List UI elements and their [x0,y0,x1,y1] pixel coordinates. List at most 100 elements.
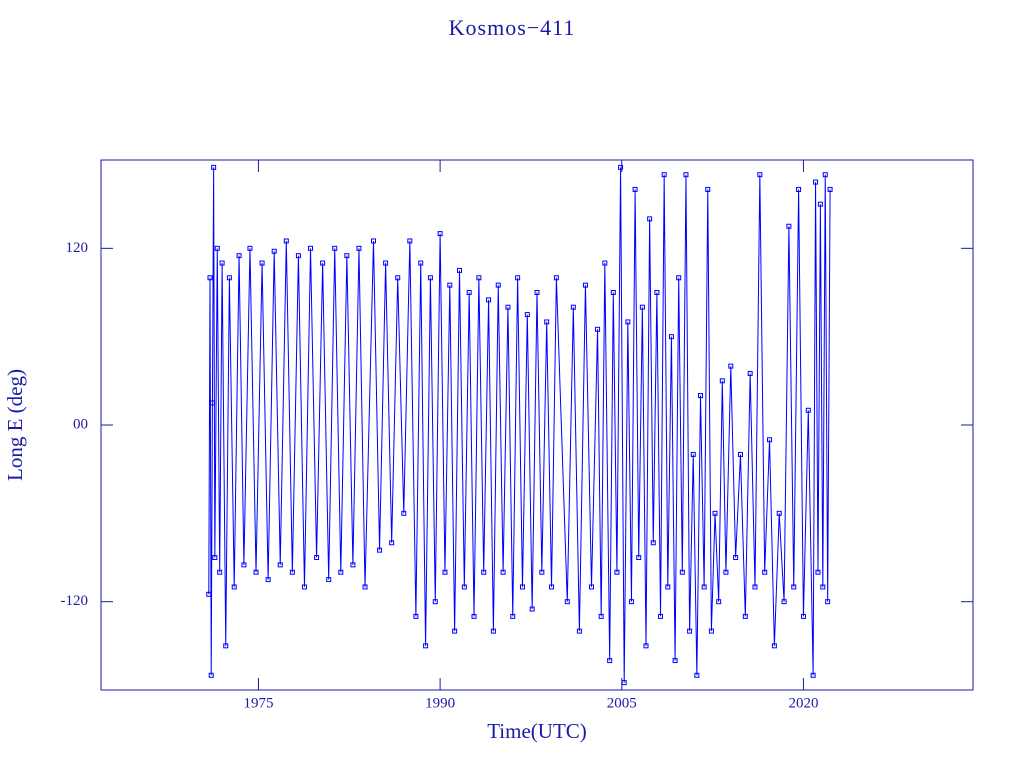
x-tick-label: 1990 [425,695,455,711]
data-point [632,186,638,192]
data-point [208,672,214,678]
data-point [564,599,570,605]
data-point [231,584,237,590]
data-point [413,613,419,619]
data-point [602,260,608,266]
data-point [672,658,678,664]
data-point [486,297,492,303]
data-point [796,186,802,192]
chart-title: Kosmos−411 [449,15,576,40]
data-point [595,326,601,332]
data-line [208,167,831,683]
data-point [698,393,703,399]
data-point [728,363,734,369]
data-point [771,643,777,649]
data-point [283,238,289,244]
data-point [461,584,467,590]
data-point [271,248,277,254]
data-point [437,231,443,237]
data-point [791,584,797,590]
data-point [226,275,232,281]
data-point [628,599,634,605]
data-point [209,400,215,406]
data-point [647,216,653,222]
data-point [295,253,301,259]
data-point [776,510,782,516]
data-point [661,172,667,178]
data-point [466,290,472,295]
data-point [650,540,656,546]
data-point [767,437,773,443]
data-point [207,275,213,281]
data-point [810,672,816,678]
data-point [534,290,540,295]
data-point [582,282,588,288]
data-point [432,599,438,605]
data-point [733,555,739,560]
data-point [505,304,511,310]
data-point [447,282,453,288]
data-point [781,599,787,605]
data-point [614,569,620,575]
data-point [241,562,247,568]
data-point [362,584,368,590]
data-point [211,164,217,170]
data-point [701,584,707,590]
data-point [236,253,242,259]
data-point [786,223,792,229]
data-point [687,628,693,634]
data-point [356,245,362,251]
data-point [708,628,714,634]
data-point [389,540,395,546]
data-point [418,260,424,266]
data-point [742,613,748,619]
data-point [625,319,631,325]
data-point [549,584,555,590]
data-point [206,591,212,597]
data-point [377,547,383,553]
data-point [515,275,521,281]
data-point [618,164,624,170]
data-point [813,179,819,185]
data-point [822,172,828,178]
data-point [265,577,271,583]
data-point [510,613,516,619]
data-point [308,245,314,251]
data-point [705,186,711,192]
data-point [301,584,307,590]
data-point [544,319,550,325]
y-axis-label: Long E (deg) [3,369,27,481]
data-point [407,238,413,244]
data-point [259,260,265,266]
data-point [401,510,407,516]
data-point [817,201,823,207]
data-point [214,245,220,251]
data-point [636,555,642,560]
data-point [598,613,604,619]
x-tick-label: 2005 [607,695,637,711]
x-tick-label: 2020 [788,695,818,711]
data-point [471,613,477,619]
data-point [820,584,826,590]
data-point [719,378,725,384]
data-point [827,186,833,192]
data-point [747,370,753,376]
data-point [253,569,259,575]
data-point [762,569,768,575]
y-tick-label: 120 [66,240,89,256]
data-point [825,599,831,605]
data-point [320,260,326,266]
data-point [737,451,743,457]
data-point [716,599,722,605]
x-axis-label: Time(UTC) [487,719,587,743]
data-point [683,172,689,178]
y-tick-label: 00 [73,416,88,432]
data-point [338,569,344,575]
data-point [668,334,674,340]
data-point [481,569,487,575]
data-point [395,275,401,281]
data-point [723,569,729,575]
data-point [442,569,448,575]
data-point [676,275,682,281]
